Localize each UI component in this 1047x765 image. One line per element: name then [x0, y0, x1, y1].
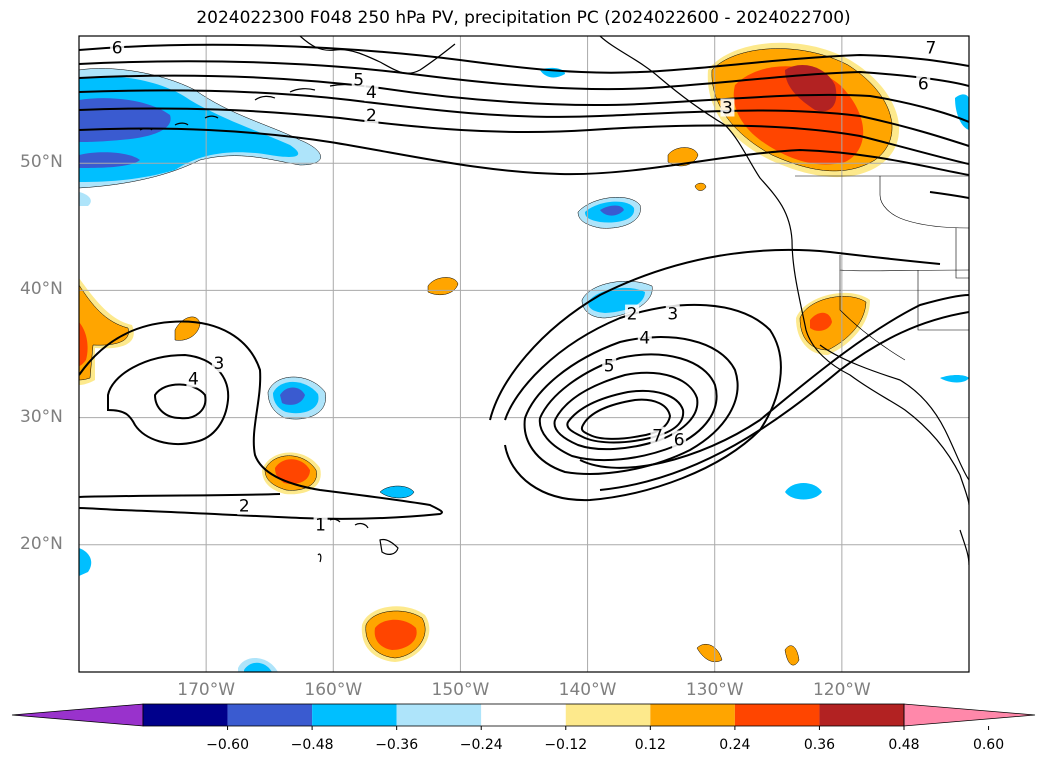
- contour-label: 7: [652, 427, 663, 447]
- colorbar-swatch: [566, 704, 651, 726]
- latitude-label: 30°N: [20, 407, 63, 427]
- contour-label: 3: [213, 354, 224, 374]
- contour-label: 4: [639, 329, 650, 349]
- contour-label: 3: [722, 99, 733, 119]
- colorbar-tick-label: 0.60: [959, 737, 1019, 753]
- colorbar-swatch: [397, 704, 482, 726]
- colorbar-tick-label: 0.12: [620, 737, 680, 753]
- colorbar-tick-label: 0.48: [874, 737, 934, 753]
- contour-label: 3: [667, 305, 678, 325]
- latitude-label: 20°N: [20, 534, 63, 554]
- colorbar-swatch: [143, 704, 228, 726]
- latitude-label: 40°N: [20, 279, 63, 299]
- longitude-label: 170°W: [166, 680, 246, 700]
- contour-label: 6: [674, 430, 685, 450]
- colorbar-swatch: [819, 704, 904, 726]
- longitude-label: 150°W: [420, 680, 500, 700]
- contour-label: 6: [112, 39, 123, 59]
- contour-label: 5: [353, 71, 364, 91]
- colorbar-swatch: [312, 704, 397, 726]
- colorbar-extend-high: [904, 704, 1035, 726]
- colorbar-tick-label: −0.60: [198, 737, 258, 753]
- colorbar-tick-label: 0.24: [705, 737, 765, 753]
- colorbar-extend-low: [12, 704, 143, 726]
- colorbar-tick-label: −0.24: [451, 737, 511, 753]
- contour-label: 2: [627, 305, 638, 325]
- contour-label: 1: [315, 516, 326, 536]
- longitude-label: 130°W: [675, 680, 755, 700]
- colorbar-tick-label: −0.36: [367, 737, 427, 753]
- longitude-label: 140°W: [548, 680, 628, 700]
- colorbar-swatch: [481, 704, 566, 726]
- contour-label: 2: [366, 106, 377, 126]
- colorbar: [12, 704, 1035, 730]
- longitude-label: 120°W: [802, 680, 882, 700]
- colorbar-tick-label: −0.12: [536, 737, 596, 753]
- colorbar-swatch: [228, 704, 313, 726]
- contour-label: 2: [239, 497, 250, 517]
- colorbar-tick-label: 0.36: [789, 737, 849, 753]
- contour-label: 6: [918, 74, 929, 94]
- contour-label: 5: [604, 357, 615, 377]
- colorbar-swatch: [735, 704, 820, 726]
- contour-label: 7: [925, 39, 936, 59]
- latitude-label: 50°N: [20, 152, 63, 172]
- longitude-label: 160°W: [293, 680, 373, 700]
- colorbar-swatch: [650, 704, 735, 726]
- contour-label: 4: [188, 369, 199, 389]
- colorbar-tick-label: −0.48: [282, 737, 342, 753]
- contour-label: 4: [366, 83, 377, 103]
